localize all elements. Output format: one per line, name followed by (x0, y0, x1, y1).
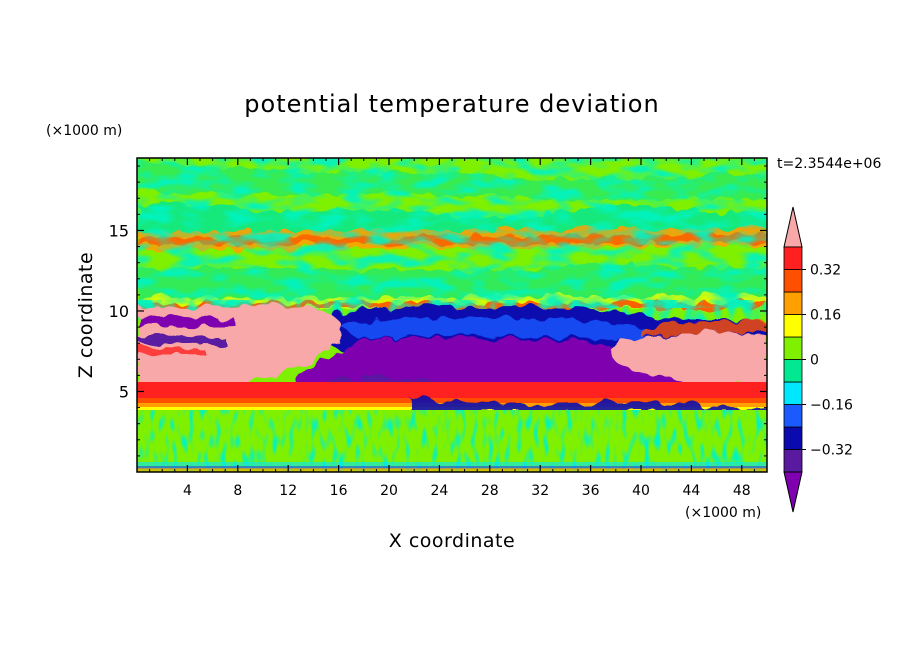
colorbar-band (783, 359, 803, 383)
colorbar-band (783, 381, 803, 405)
x-tick-label: 20 (380, 483, 398, 499)
x-tick-label: 44 (682, 483, 700, 499)
x-tick-label: 12 (279, 483, 297, 499)
colorbar-band (783, 246, 803, 270)
x-tick-label: 40 (632, 483, 650, 499)
colorbar-tick-label: −0.32 (810, 443, 853, 459)
colorbar-tick-label: 0 (810, 353, 819, 369)
y-tick-label: 15 (109, 221, 129, 240)
colorbar: 0.32 0.16 0 −0.16 −0.32 (783, 206, 853, 513)
x-axis: 4 8 12 16 20 24 28 32 36 40 44 48 (149, 158, 755, 499)
y-axis-title: Z coordinate (75, 252, 97, 378)
plot-field (137, 158, 767, 472)
y-axis: 5 10 15 (109, 165, 767, 457)
x-tick-label: 48 (733, 483, 751, 499)
colorbar-band (783, 269, 803, 293)
x-tick-label: 4 (183, 483, 192, 499)
y-tick-label: 10 (109, 302, 129, 321)
colorbar-band (783, 314, 803, 338)
colorbar-tick-label: 0.32 (810, 263, 841, 279)
time-label: t=2.3544e+06 (777, 156, 881, 172)
x-tick-label: 36 (582, 483, 600, 499)
y-unit-label: (×1000 m) (46, 123, 122, 139)
colorbar-band (783, 449, 803, 473)
x-tick-label: 24 (430, 483, 448, 499)
x-unit-label: (×1000 m) (685, 505, 761, 521)
colorbar-band (783, 404, 803, 428)
y-tick-label: 5 (119, 382, 129, 401)
x-tick-label: 32 (531, 483, 549, 499)
x-tick-label: 16 (330, 483, 348, 499)
colorbar-extend-bottom (783, 471, 803, 513)
colorbar-band (783, 426, 803, 450)
colorbar-band (783, 291, 803, 315)
x-tick-label: 28 (481, 483, 499, 499)
colorbar-tick-label: 0.16 (810, 308, 841, 324)
colorbar-band (783, 336, 803, 360)
colorbar-extend-top (783, 206, 803, 248)
x-tick-label: 8 (233, 483, 242, 499)
chart-title: potential temperature deviation (244, 90, 659, 118)
x-axis-title: X coordinate (389, 530, 515, 552)
colorbar-tick-label: −0.16 (810, 398, 853, 414)
